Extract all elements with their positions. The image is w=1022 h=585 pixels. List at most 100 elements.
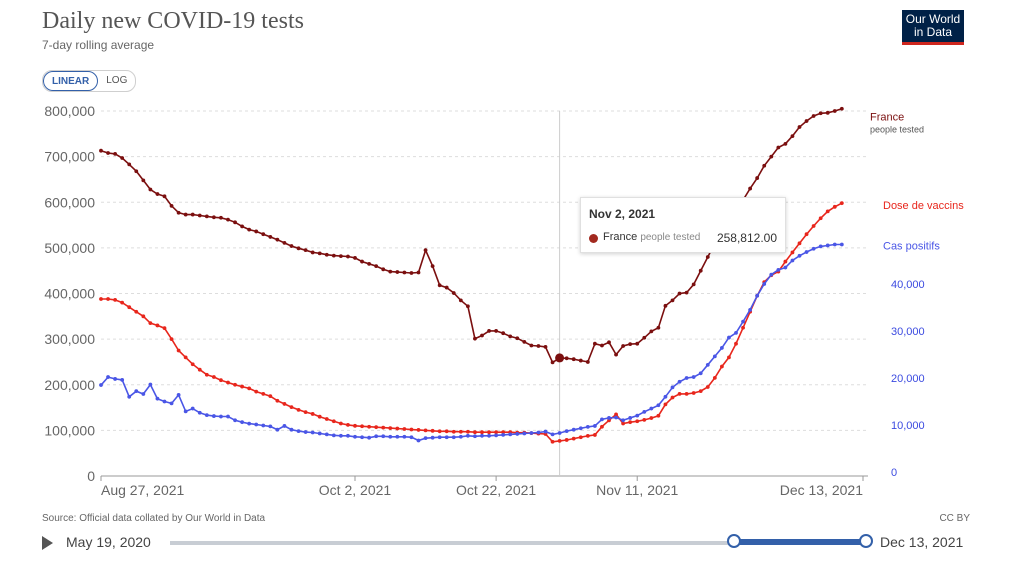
y-tick-label: 400,000: [44, 286, 95, 302]
series-point: [804, 250, 809, 254]
series-point: [621, 421, 626, 426]
series-point: [705, 255, 710, 259]
series-point: [247, 386, 252, 391]
series-point: [162, 194, 167, 199]
series-point: [113, 151, 118, 156]
y-tick-label: 800,000: [44, 103, 95, 119]
series-point: [776, 145, 781, 150]
series-point: [317, 251, 322, 256]
series-point: [233, 220, 237, 225]
series-point: [338, 433, 343, 438]
series-point: [642, 409, 647, 414]
series-point: [120, 156, 125, 160]
series-point: [762, 163, 767, 168]
series-point: [494, 329, 499, 333]
series-point: [127, 162, 132, 167]
series-point: [211, 375, 216, 379]
timeline-start-label: May 19, 2020: [66, 534, 151, 550]
series-point: [226, 380, 230, 385]
timeline-track[interactable]: [170, 541, 866, 545]
series-point: [211, 414, 216, 418]
series-point: [691, 282, 696, 287]
log-scale-button[interactable]: LOG: [106, 75, 128, 86]
series-point: [275, 427, 280, 432]
series-point: [691, 375, 696, 379]
series-point: [183, 212, 188, 217]
series-point: [487, 430, 491, 435]
series-point: [571, 357, 576, 362]
timeline-start-handle[interactable]: [727, 534, 741, 548]
series-point: [550, 432, 555, 437]
series-point: [310, 250, 315, 255]
series-point: [832, 204, 837, 209]
series-point: [585, 360, 590, 364]
line-chart[interactable]: 0 100,000 200,000 300,000 400,000 500,000 600,…: [0, 96, 1022, 508]
series-point: [607, 340, 611, 345]
series-point: [628, 420, 633, 425]
series-point: [148, 382, 153, 387]
series-point: [769, 154, 774, 159]
series-point: [176, 393, 181, 397]
series-point: [127, 305, 132, 310]
series-point: [444, 435, 449, 440]
series-point: [141, 314, 146, 319]
series-point: [289, 405, 294, 410]
series-point: [367, 435, 372, 440]
series-point: [790, 250, 795, 255]
series-point: [197, 367, 202, 372]
series-point: [592, 341, 597, 346]
timeline-end-handle[interactable]: [859, 534, 873, 548]
series-point: [303, 430, 308, 434]
series-point: [762, 282, 767, 286]
series-point: [219, 414, 223, 419]
series-point: [614, 352, 618, 357]
series-point: [748, 307, 753, 312]
series-point: [317, 414, 322, 419]
series-point: [571, 427, 576, 432]
series-point: [395, 426, 400, 431]
series-point: [649, 329, 654, 334]
series-point: [409, 271, 414, 275]
source-note[interactable]: Source: Official data collated by Our Wo…: [42, 513, 266, 524]
series-point: [324, 432, 329, 437]
y-tick-label: 300,000: [44, 331, 95, 347]
series-point: [190, 212, 195, 217]
series-point: [113, 297, 118, 302]
series-point: [331, 433, 336, 438]
right-y-tick-label: 40,000: [891, 279, 925, 291]
series-point: [233, 382, 237, 387]
right-y-tick-label: 20,000: [891, 373, 925, 385]
series-point: [663, 394, 668, 399]
series-point: [677, 291, 682, 296]
series-point: [585, 424, 590, 429]
owid-logo[interactable]: Our World in Data: [902, 10, 964, 45]
series-point: [254, 389, 259, 394]
series-point: [543, 344, 548, 349]
series-point: [776, 268, 781, 272]
series-point: [176, 348, 181, 353]
series-point: [621, 344, 626, 348]
series-point: [494, 433, 499, 438]
linear-scale-button[interactable]: LINEAR: [43, 71, 99, 91]
play-icon[interactable]: [42, 536, 53, 550]
series-point: [353, 423, 357, 428]
tooltip-value: 258,812.00: [716, 231, 777, 245]
license-note[interactable]: CC BY: [939, 513, 970, 524]
right-y-tick-label: 10,000: [891, 420, 925, 432]
series-point: [621, 418, 626, 423]
series-point: [839, 106, 844, 111]
series-point: [204, 372, 209, 377]
series-point: [670, 385, 675, 390]
series-point: [536, 430, 541, 435]
series-point: [141, 178, 146, 183]
series-point: [642, 417, 647, 422]
series-point: [360, 259, 364, 264]
series-point: [705, 362, 710, 367]
series-point: [769, 272, 774, 277]
series-point: [564, 438, 569, 442]
series-point: [423, 248, 428, 253]
series-point: [691, 391, 696, 395]
series-point: [508, 334, 513, 339]
series-point: [388, 434, 393, 439]
series-point: [134, 389, 139, 394]
